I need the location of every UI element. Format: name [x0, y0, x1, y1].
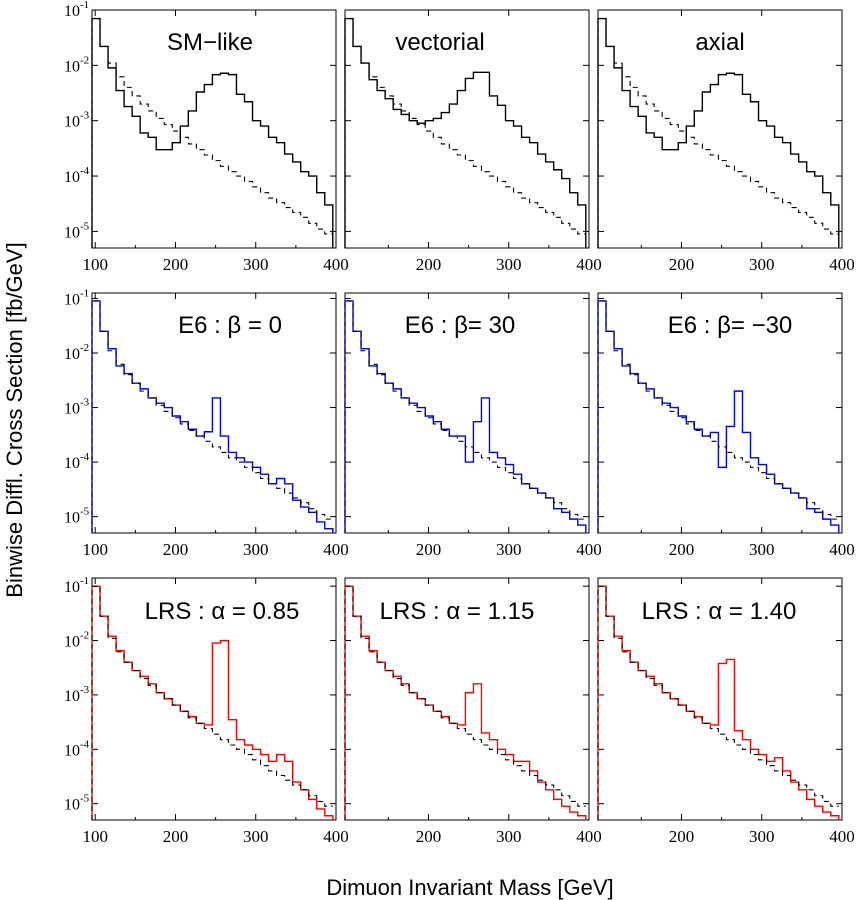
- panel-title: E6 : β = 0: [178, 312, 282, 339]
- x-tick-label: 200: [416, 255, 442, 274]
- plot-frame: [597, 292, 843, 534]
- y-tick-label: 10-1: [64, 287, 89, 308]
- y-tick-label: 10-1: [64, 575, 89, 596]
- panel-title: axial: [695, 29, 744, 56]
- x-tick-label: 400: [576, 540, 602, 559]
- plot-frame: [597, 9, 843, 249]
- x-tick-label: 400: [576, 827, 602, 846]
- panel-7: 100 200 300 400 10-1 10-2 10-3 10-4 10-5 LRS : α …: [64, 575, 349, 846]
- plot-frame: [91, 292, 337, 534]
- y-tick-label: 10-2: [64, 54, 89, 75]
- panel-title: LRS : α = 0.85: [145, 598, 300, 625]
- y-tick-label: 10-3: [64, 110, 90, 131]
- panel-title: LRS : α = 1.15: [380, 598, 535, 625]
- x-tick-label: 300: [496, 540, 522, 559]
- x-tick-label: 300: [243, 255, 269, 274]
- plot-frame: [344, 9, 590, 249]
- background-histogram: [344, 18, 586, 248]
- plot-frame: [91, 577, 337, 821]
- x-tick-label: 200: [163, 827, 189, 846]
- x-tick-label: 300: [496, 255, 522, 274]
- x-tick-label: 200: [416, 540, 442, 559]
- y-tick-label: 10-2: [64, 342, 89, 363]
- plot-frame: [344, 292, 590, 534]
- plot-frame: [91, 9, 337, 249]
- x-tick-label: 300: [496, 827, 522, 846]
- x-tick-label: 300: [243, 540, 269, 559]
- signal-histogram: [344, 17, 587, 248]
- panel-title: E6 : β= −30: [668, 312, 793, 339]
- panels-grid: 100 200 300 400 10-1 10-2 10-3 10-4 10-5 SM−like 2…: [64, 0, 855, 846]
- x-tick-label: 300: [243, 827, 269, 846]
- y-tick-label: 10-3: [64, 684, 90, 705]
- panel-5: 200 300 400 E6 : β= 30: [344, 292, 602, 559]
- x-tick-label: 400: [323, 827, 349, 846]
- x-tick-label: 200: [669, 540, 695, 559]
- x-tick-label: 400: [323, 540, 349, 559]
- x-tick-label: 100: [82, 540, 108, 559]
- plot-frame: [344, 577, 590, 821]
- y-tick-label: 10-2: [64, 630, 89, 651]
- x-tick-label: 200: [669, 255, 695, 274]
- panel-4: 100 200 300 400 10-1 10-2 10-3 10-4 10-5 E6 : β =…: [64, 287, 349, 559]
- x-tick-label: 400: [323, 255, 349, 274]
- signal-histogram: [597, 17, 840, 248]
- x-tick-label: 400: [829, 827, 855, 846]
- panel-8: 200 300 400 LRS : α = 1.15: [344, 577, 602, 846]
- panel-2: 200 300 400 vectorial: [344, 9, 602, 274]
- y-tick-label: 10-3: [64, 397, 90, 418]
- panel-9: 200 300 400 LRS : α = 1.40: [597, 577, 855, 846]
- panel-title: vectorial: [395, 29, 484, 56]
- x-tick-label: 300: [749, 827, 775, 846]
- y-axis-title: Binwise Diffl. Cross Section [fb/GeV]: [2, 242, 27, 597]
- x-tick-label: 400: [829, 255, 855, 274]
- x-tick-label: 300: [749, 540, 775, 559]
- background-histogram: [597, 18, 839, 248]
- panel-1: 100 200 300 400 10-1 10-2 10-3 10-4 10-5 SM−like: [64, 0, 349, 274]
- x-tick-label: 100: [82, 255, 108, 274]
- x-tick-label: 400: [576, 255, 602, 274]
- panel-title: SM−like: [167, 29, 253, 56]
- x-tick-label: 300: [749, 255, 775, 274]
- y-tick-label: 10-5: [64, 220, 90, 241]
- signal-histogram: [344, 300, 587, 533]
- y-tick-label: 10-5: [64, 793, 90, 814]
- x-tick-label: 200: [163, 255, 189, 274]
- background-histogram: [597, 300, 839, 533]
- background-histogram: [91, 18, 333, 248]
- plot-frame: [597, 577, 843, 821]
- y-tick-label: 10-4: [64, 165, 90, 186]
- panel-3: 200 300 400 axial: [597, 9, 855, 274]
- y-tick-label: 10-4: [64, 451, 90, 472]
- background-histogram: [344, 585, 586, 820]
- x-tick-label: 200: [163, 540, 189, 559]
- y-tick-label: 10-1: [64, 0, 89, 20]
- panel-title: LRS : α = 1.40: [642, 598, 797, 625]
- panel-title: E6 : β= 30: [405, 312, 516, 339]
- x-tick-label: 100: [82, 827, 108, 846]
- background-histogram: [597, 585, 839, 820]
- x-tick-label: 200: [416, 827, 442, 846]
- y-tick-label: 10-4: [64, 738, 90, 759]
- x-axis-title: Dimuon Invariant Mass [GeV]: [326, 875, 613, 900]
- x-tick-label: 400: [829, 540, 855, 559]
- y-tick-label: 10-5: [64, 506, 90, 527]
- x-tick-label: 200: [669, 827, 695, 846]
- background-histogram: [91, 300, 333, 533]
- background-histogram: [344, 300, 586, 533]
- panel-6: 200 300 400 E6 : β= −30: [597, 292, 855, 559]
- signal-histogram: [91, 17, 334, 248]
- background-histogram: [91, 585, 333, 820]
- signal-histogram: [344, 585, 587, 820]
